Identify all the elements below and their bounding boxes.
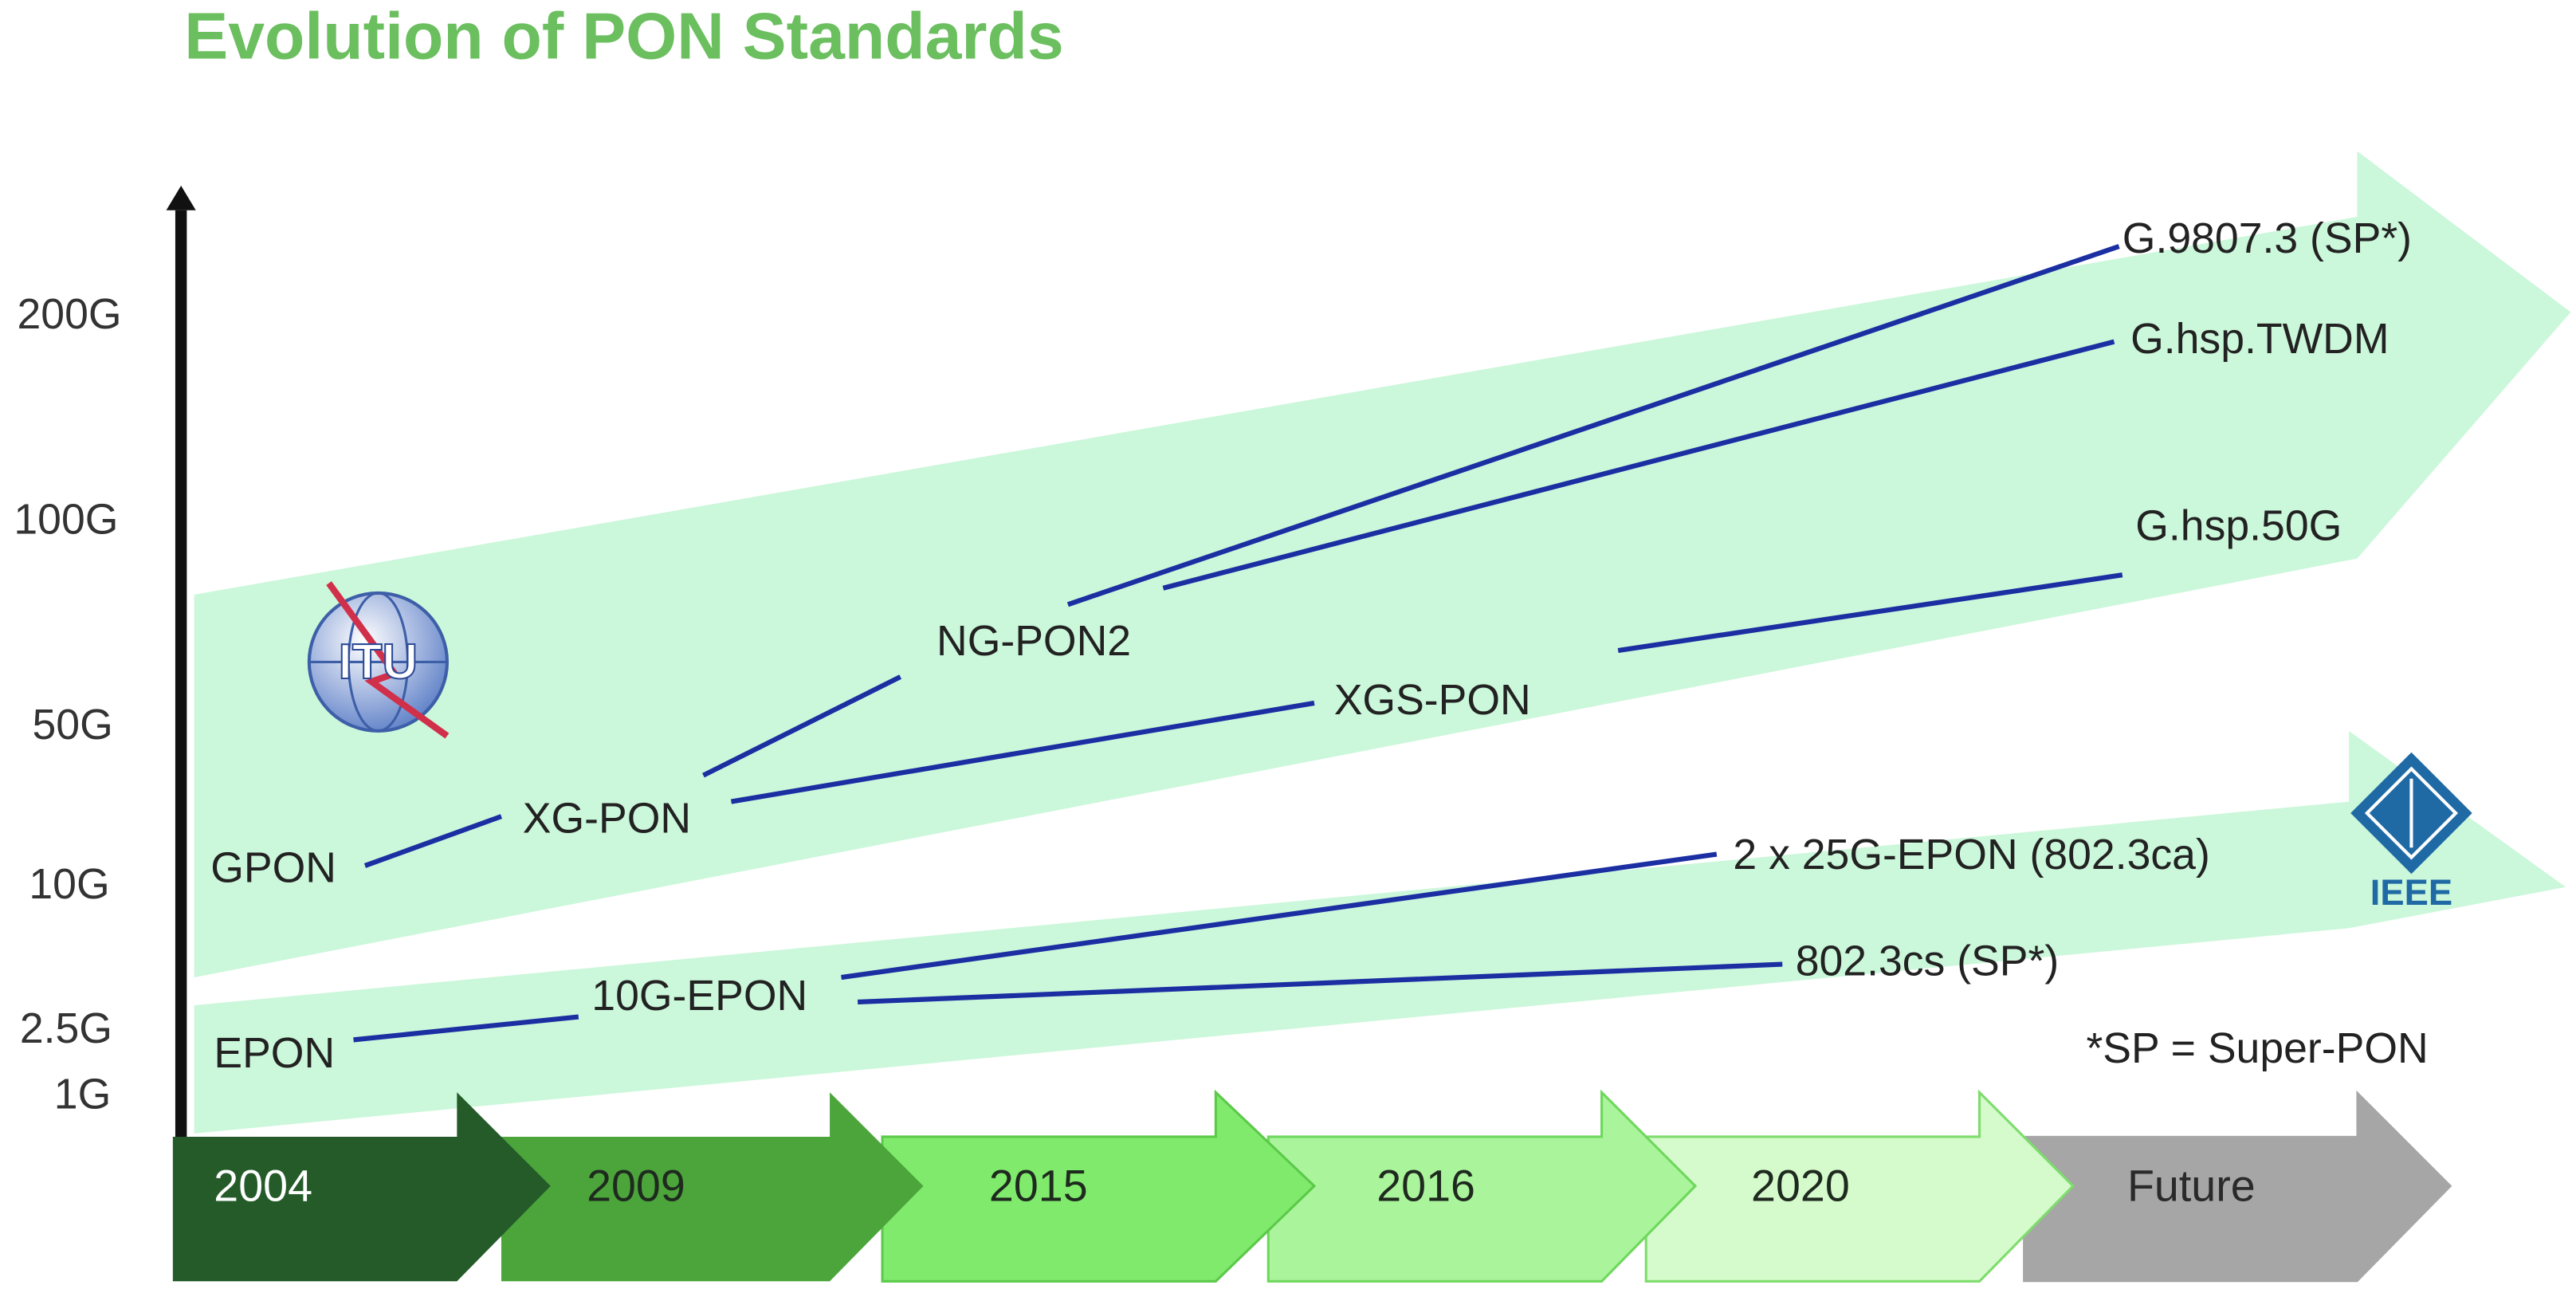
y-label: 1G <box>54 1071 111 1118</box>
standard-label: G.hsp.50G <box>2135 503 2342 550</box>
standard-label: 802.3cs (SP*) <box>1796 938 2059 985</box>
y-label: 2.5G <box>20 1005 112 1052</box>
standard-label: GPON <box>210 844 336 891</box>
standard-label: G.9807.3 (SP*) <box>2122 215 2412 262</box>
standard-label: XG-PON <box>523 795 691 842</box>
timeline: 2004 2009 2015 2016 2020 Future <box>172 1089 2452 1283</box>
year-label: 2016 <box>1376 1161 1475 1211</box>
standard-label: 2 x 25G-EPON (802.3ca) <box>1733 831 2209 878</box>
year-label: 2009 <box>587 1161 685 1211</box>
y-axis-arrow <box>166 185 196 210</box>
itu-logo: ITU <box>307 581 450 739</box>
itu-logo-text: ITU <box>339 635 418 690</box>
y-label: 200G <box>18 291 122 338</box>
year-label: 2015 <box>989 1161 1088 1211</box>
standard-label: EPON <box>214 1030 335 1077</box>
itu-band <box>194 151 2571 978</box>
ieee-logo-text: IEEE <box>2370 872 2452 913</box>
standard-label: NG-PON2 <box>937 618 1131 665</box>
standard-label: XGS-PON <box>1334 677 1531 724</box>
links <box>353 244 2123 1043</box>
footnote: *SP = Super-PON <box>2086 1025 2428 1072</box>
y-label: 100G <box>14 496 118 543</box>
title: Evolution of PON Standards <box>184 0 1063 73</box>
y-label: 50G <box>33 702 113 749</box>
year-label: Future <box>2127 1161 2256 1211</box>
ieee-logo: IEEE <box>2350 752 2472 913</box>
year-label: 2004 <box>214 1161 312 1211</box>
standard-label: 10G-EPON <box>591 973 807 1020</box>
year-label: 2020 <box>1751 1161 1850 1211</box>
standard-label: G.hsp.TWDM <box>2130 316 2389 363</box>
y-label: 10G <box>29 861 109 908</box>
ieee-band <box>194 730 2566 1134</box>
